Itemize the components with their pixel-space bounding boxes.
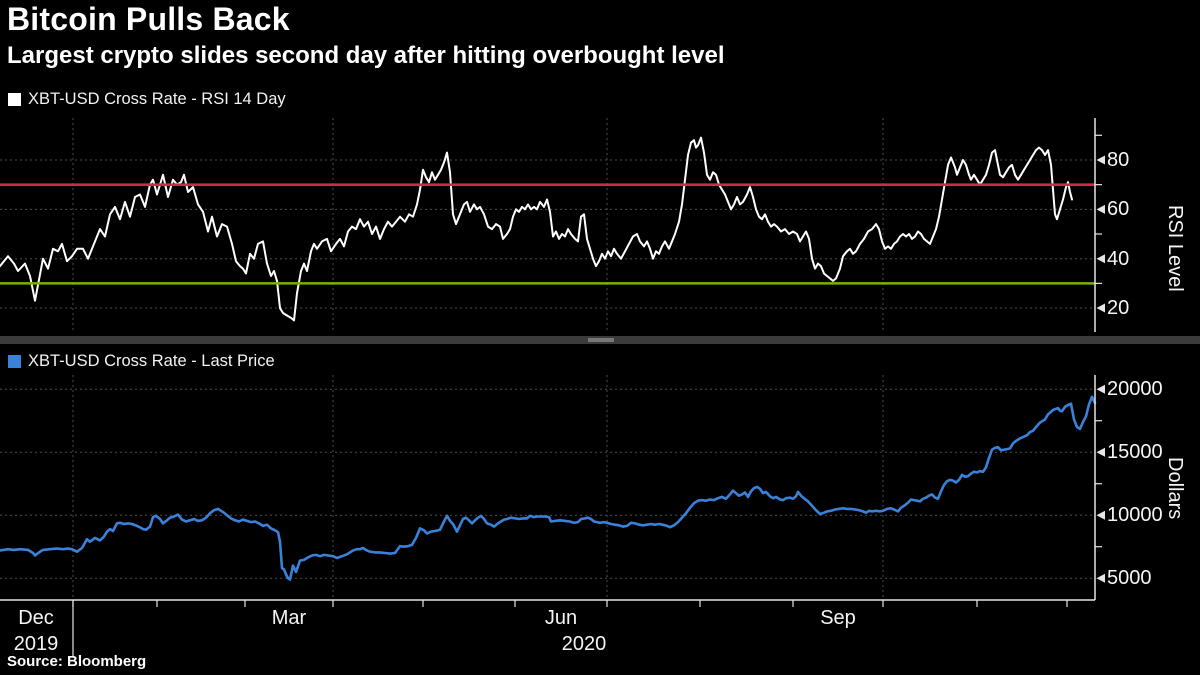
y-axis-major-tick [1096,447,1105,457]
x-axis-year-label: 2019 [13,633,59,655]
x-axis-month-label: Jun [544,607,578,629]
y-tick-label: 20 [1107,297,1130,320]
y-axis-major-tick [1096,204,1105,214]
price-axis-title: Dollars [1164,456,1186,520]
x-axis-month-label: Sep [820,607,856,629]
rsi-axis-title: RSI Level [1164,204,1186,292]
legend-price-label: XBT-USD Cross Rate - Last Price [28,352,275,370]
price-line [0,395,1097,581]
rsi-line [0,136,1073,322]
y-axis-major-tick [1096,303,1105,313]
rsi-series-swatch-icon [8,93,21,106]
panel-divider-handle[interactable] [588,338,614,342]
page-title: Bitcoin Pulls Back [7,1,290,37]
y-tick-label: 10000 [1107,504,1163,527]
legend-rsi: XBT-USD Cross Rate - RSI 14 Day [8,90,286,109]
y-tick-label: 80 [1107,148,1130,171]
y-axis-major-tick [1096,573,1105,583]
y-tick-label: 15000 [1107,441,1163,464]
legend-price: XBT-USD Cross Rate - Last Price [8,352,275,371]
price-series-swatch-icon [8,355,21,368]
y-axis-major-tick [1096,155,1105,165]
y-axis-major-tick [1096,254,1105,264]
x-axis-month-label: Dec [18,607,54,629]
page-subtitle: Largest crypto slides second day after h… [7,42,725,69]
legend-rsi-label: XBT-USD Cross Rate - RSI 14 Day [28,90,286,108]
source-label: Source: Bloomberg [7,653,147,670]
y-axis-major-tick [1096,384,1105,394]
y-axis-major-tick [1096,510,1105,520]
y-tick-label: 5000 [1107,567,1152,590]
y-tick-label: 40 [1107,247,1130,270]
y-tick-label: 60 [1107,198,1130,221]
x-axis-month-label: Mar [271,607,307,629]
x-axis-year-label: 2020 [561,633,607,655]
y-tick-label: 20000 [1107,378,1163,401]
